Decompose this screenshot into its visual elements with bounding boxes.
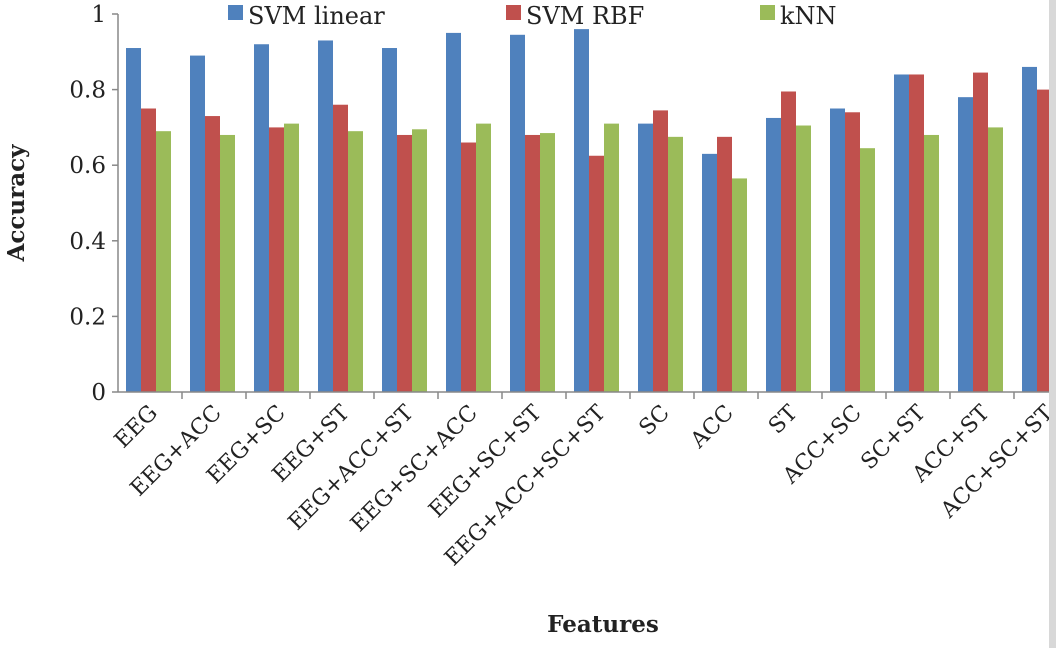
bar-svm-linear: [894, 74, 909, 392]
bar-svm-rbf: [845, 112, 860, 392]
bar-svm-linear: [126, 48, 141, 393]
y-axis: 0 0.2 0.4 0.6 0.8 1: [69, 2, 119, 406]
bar-svm-rbf: [653, 110, 668, 392]
bar-svm-rbf: [973, 72, 988, 392]
bar-svm-rbf: [333, 104, 348, 392]
bar-knn: [540, 133, 555, 392]
bar-svm-rbf: [205, 116, 220, 392]
bar-svm-rbf: [909, 74, 924, 392]
x-tick-label: SC: [635, 401, 675, 441]
bar-knn: [860, 148, 875, 392]
bar-svm-linear: [318, 40, 333, 393]
bar-svm-linear: [574, 29, 589, 393]
bar-svm-linear: [382, 48, 397, 393]
bar-knn: [796, 125, 811, 392]
x-tick-label: EEG+SC+ST: [424, 400, 547, 523]
bar-svm-rbf: [525, 134, 540, 392]
bar-svm-linear: [446, 32, 461, 393]
bar-svm-rbf: [781, 91, 796, 393]
bar-svm-rbf: [397, 134, 412, 392]
legend-label: SVM linear: [248, 2, 385, 30]
bar-svm-rbf: [269, 127, 284, 393]
bar-knn: [284, 123, 299, 393]
legend-swatch: [506, 5, 521, 20]
legend-swatch: [760, 5, 775, 20]
y-tick-label: 0.6: [69, 153, 106, 179]
x-tick-label: ST: [764, 400, 803, 439]
bar-svm-rbf: [461, 142, 476, 392]
bar-svm-linear: [190, 55, 205, 393]
y-tick-label: 0.8: [69, 78, 106, 104]
bar-knn: [924, 134, 939, 392]
bar-knn: [220, 134, 235, 392]
bar-svm-rbf: [589, 155, 604, 392]
bar-svm-rbf: [1037, 89, 1052, 392]
bar-svm-linear: [702, 153, 717, 392]
y-tick-label: 0: [91, 380, 106, 406]
bar-svm-rbf: [717, 136, 732, 392]
x-tick-label: ACC: [685, 401, 738, 454]
legend-label: kNN: [780, 2, 837, 30]
y-axis-label: Accuracy: [3, 144, 30, 263]
bar-svm-linear: [510, 34, 525, 392]
bar-svm-linear: [830, 108, 845, 392]
bar-knn: [988, 127, 1003, 393]
bar-knn: [348, 131, 363, 392]
x-tick-label: ACC+SC+ST: [936, 400, 1056, 523]
bar-knn: [476, 123, 491, 393]
bar-svm-linear: [638, 123, 653, 393]
x-axis-label: Features: [547, 611, 659, 638]
bar-svm-linear: [1022, 66, 1037, 393]
bar-svm-linear: [254, 44, 269, 393]
bar-knn: [156, 131, 171, 392]
right-edge: [1049, 0, 1056, 648]
x-tick-label: EEG: [110, 401, 163, 454]
y-tick-label: 1: [91, 2, 106, 28]
legend-swatch: [228, 5, 243, 20]
bars: [126, 29, 1052, 393]
bar-knn: [412, 129, 427, 393]
legend: SVM linear SVM RBF kNN: [228, 2, 837, 30]
y-tick-label: 0.2: [69, 304, 106, 330]
bar-svm-rbf: [141, 108, 156, 392]
bar-knn: [604, 123, 619, 393]
x-axis: EEGEEG+ACCEEG+SCEEG+STEEG+ACC+STEEG+SC+A…: [110, 391, 1056, 571]
bar-knn: [732, 178, 747, 392]
bar-svm-linear: [766, 117, 781, 392]
legend-label: SVM RBF: [526, 2, 644, 30]
y-tick-label: 0.4: [69, 229, 106, 255]
bar-knn: [668, 136, 683, 392]
bar-svm-linear: [958, 97, 973, 392]
